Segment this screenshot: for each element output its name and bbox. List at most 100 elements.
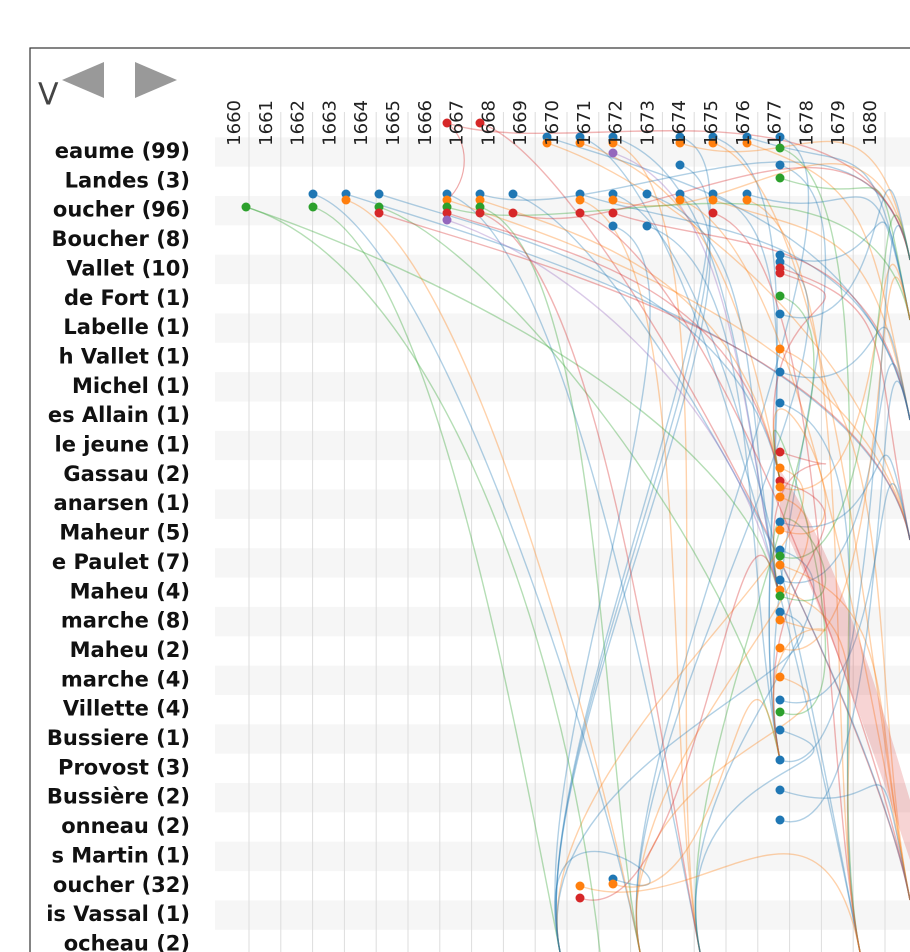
row-label: le jeune (1)	[55, 433, 190, 457]
link	[579, 193, 910, 421]
link	[579, 136, 861, 952]
event-dot	[775, 309, 785, 319]
event-dot	[608, 221, 618, 231]
link	[612, 152, 781, 601]
year-label: 1680	[860, 100, 881, 146]
event-dot	[775, 447, 785, 457]
year-label: 1677	[765, 100, 786, 146]
event-dot	[708, 138, 718, 148]
row-band	[215, 137, 910, 167]
next-button[interactable]	[135, 62, 177, 98]
link	[779, 326, 910, 421]
event-dot	[775, 672, 785, 682]
link	[772, 408, 827, 535]
event-dot	[475, 195, 485, 205]
link	[779, 221, 910, 321]
event-dot	[775, 725, 785, 735]
event-dot	[508, 189, 518, 199]
link	[746, 136, 910, 321]
year-label: 1674	[669, 100, 690, 146]
link	[694, 295, 815, 952]
link	[612, 698, 781, 888]
link	[612, 142, 701, 952]
event-dot	[775, 173, 785, 183]
event-dot	[775, 591, 785, 601]
link	[679, 140, 910, 261]
event-dot	[775, 607, 785, 617]
link	[779, 402, 861, 952]
link	[772, 272, 826, 481]
event-dot	[775, 517, 785, 527]
link	[612, 193, 861, 952]
link	[779, 454, 910, 541]
event-dot	[775, 560, 785, 570]
event-dot	[775, 707, 785, 717]
row-band	[215, 430, 910, 461]
event-dot	[742, 138, 752, 148]
event-dot	[775, 367, 785, 377]
event-dot	[642, 189, 652, 199]
event-dot	[608, 208, 618, 218]
link	[779, 483, 910, 704]
row-label: oucher (96)	[53, 198, 190, 222]
row-band	[215, 606, 910, 637]
link	[772, 480, 826, 761]
link	[512, 193, 910, 901]
row-label: Michel (1)	[72, 374, 190, 398]
link	[479, 212, 701, 952]
event-dot	[708, 195, 718, 205]
link	[712, 199, 910, 421]
event-dot	[308, 189, 318, 199]
link	[446, 193, 701, 952]
event-dot	[442, 208, 452, 218]
row-label: Bussiere (1)	[47, 726, 190, 750]
event-dot	[608, 195, 618, 205]
link	[554, 225, 651, 952]
link	[772, 429, 827, 716]
link	[555, 193, 711, 952]
link	[694, 549, 815, 952]
year-labels: 1660 1661 1662 1663 1664 1665 1666 1667 1668 1669…	[224, 100, 881, 146]
links	[245, 122, 910, 952]
event-dot	[608, 148, 618, 158]
event-dot	[775, 551, 785, 561]
row-label: eaume (99)	[55, 139, 190, 163]
link	[712, 193, 781, 761]
link	[772, 451, 826, 601]
event-dot	[775, 463, 785, 473]
event-dot	[442, 118, 452, 128]
row-band	[215, 783, 910, 813]
link	[579, 212, 910, 901]
link	[446, 219, 781, 601]
event-dot	[575, 893, 585, 903]
event-dot	[775, 755, 785, 765]
link	[312, 206, 561, 952]
link	[712, 136, 781, 761]
year-label: 1673	[637, 100, 658, 146]
link	[446, 212, 781, 481]
event-dot	[675, 138, 685, 148]
event-dot	[442, 215, 452, 225]
link	[546, 136, 910, 421]
row-band	[215, 665, 910, 695]
link	[746, 193, 910, 321]
link	[245, 206, 781, 601]
event-dot	[775, 132, 785, 142]
link	[779, 224, 910, 763]
prev-button[interactable]	[62, 62, 104, 98]
event-dot	[775, 785, 785, 795]
event-dot	[608, 138, 618, 148]
year-grid	[248, 112, 886, 952]
row-label: marche (4)	[61, 667, 190, 691]
event-dot	[341, 195, 351, 205]
row-band	[215, 841, 910, 872]
link	[479, 122, 910, 901]
link	[579, 142, 781, 481]
event-dot	[241, 202, 251, 212]
link	[345, 193, 910, 541]
row-label: Landes (3)	[65, 168, 190, 192]
event-dot	[642, 221, 652, 231]
link	[612, 136, 781, 601]
year-label: 1672	[606, 100, 627, 146]
link	[546, 142, 910, 541]
